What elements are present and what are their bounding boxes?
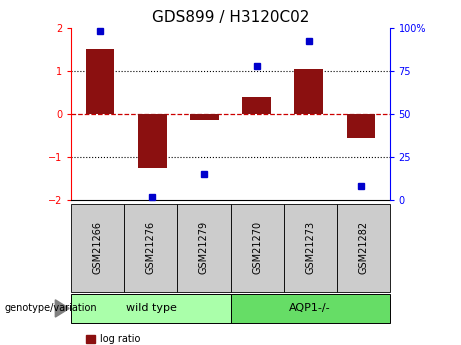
Title: GDS899 / H3120C02: GDS899 / H3120C02 — [152, 10, 309, 25]
Bar — [347, 114, 375, 138]
Text: wild type: wild type — [125, 304, 177, 313]
Text: GSM21276: GSM21276 — [146, 221, 156, 274]
Bar — [86, 49, 114, 114]
Text: GSM21282: GSM21282 — [358, 221, 368, 274]
Text: GSM21266: GSM21266 — [93, 221, 103, 274]
Text: GSM21273: GSM21273 — [305, 221, 315, 274]
Bar — [190, 114, 219, 120]
Polygon shape — [55, 300, 69, 317]
Text: GSM21270: GSM21270 — [252, 221, 262, 274]
Bar — [242, 97, 271, 114]
Bar — [295, 69, 323, 114]
Text: genotype/variation: genotype/variation — [5, 304, 97, 313]
Text: GSM21279: GSM21279 — [199, 221, 209, 274]
Text: AQP1-/-: AQP1-/- — [289, 304, 331, 313]
Bar — [138, 114, 166, 168]
Legend: log ratio, percentile rank within the sample: log ratio, percentile rank within the sa… — [86, 334, 265, 345]
